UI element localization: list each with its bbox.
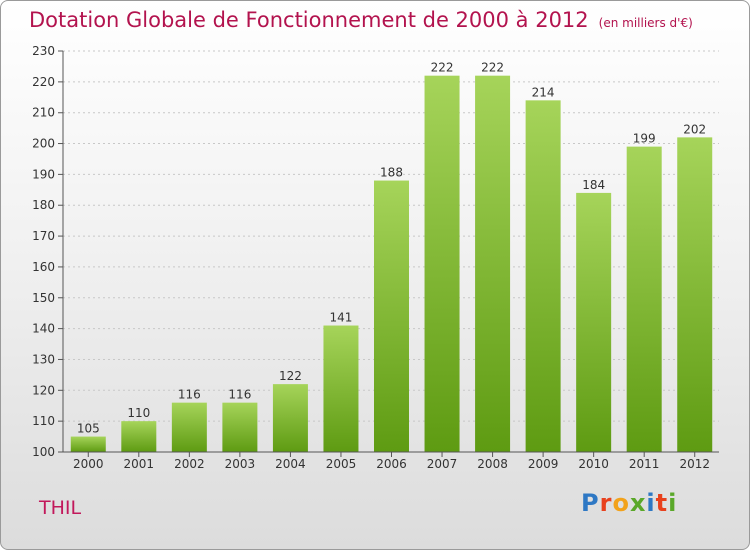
bar-value-label: 184 (582, 178, 605, 192)
bar-value-label: 116 (228, 388, 251, 402)
logo-letter: o (612, 489, 630, 517)
x-tick-label: 2004 (275, 457, 306, 471)
bar (677, 137, 713, 452)
x-tick-label: 2011 (629, 457, 660, 471)
y-tick-label: 170 (32, 229, 55, 243)
y-tick-label: 100 (32, 445, 55, 459)
y-tick-label: 190 (32, 167, 55, 181)
y-tick-label: 180 (32, 198, 55, 212)
x-tick-label: 2005 (326, 457, 357, 471)
x-tick-label: 2010 (578, 457, 609, 471)
bar-value-label: 122 (279, 369, 302, 383)
bar (171, 402, 207, 452)
logo-letter: r (599, 489, 613, 517)
chart-title: Dotation Globale de Fonctionnement de 20… (29, 8, 693, 32)
y-tick-label: 120 (32, 383, 55, 397)
x-tick-label: 2008 (477, 457, 508, 471)
y-axis: 100 110 120 130 140 150 160 170 180 190 200 210 220 2… (32, 44, 64, 459)
bar (576, 192, 612, 452)
bar (222, 402, 258, 452)
logo-letter: x (629, 489, 647, 517)
bar (626, 146, 662, 452)
bars: 105 110 116 116 122 141 188 222 222 214 184 199 202 (70, 61, 713, 453)
y-tick-label: 230 (32, 44, 55, 58)
x-tick-label: 2012 (679, 457, 710, 471)
x-tick-label: 2007 (427, 457, 458, 471)
logo-letter: t (655, 489, 669, 517)
y-tick-label: 110 (32, 414, 55, 428)
bar-value-label: 222 (481, 61, 504, 75)
x-tick-label: 2002 (174, 457, 205, 471)
y-tick-label: 150 (32, 291, 55, 305)
bar-value-label: 222 (431, 61, 454, 75)
bar-value-label: 110 (127, 406, 150, 420)
bar (70, 436, 106, 452)
x-tick-label: 2000 (73, 457, 104, 471)
bar (424, 75, 460, 452)
y-tick-label: 130 (32, 352, 55, 366)
y-tick-label: 220 (32, 75, 55, 89)
x-tick-label: 2003 (225, 457, 256, 471)
proxiti-logo: Proxiti (581, 489, 677, 517)
x-tick-label: 2006 (376, 457, 407, 471)
bar (525, 100, 561, 452)
bar-value-label: 116 (178, 388, 201, 402)
y-tick-label: 160 (32, 260, 55, 274)
x-tick-label: 2009 (528, 457, 559, 471)
logo-letter: i (668, 489, 678, 517)
x-axis: 2000 2001 2002 2003 2004 2005 2006 2007 2008 2009… (63, 451, 719, 471)
logo-letter: i (646, 489, 656, 517)
bar (374, 180, 409, 453)
bar-value-label: 188 (380, 166, 403, 180)
y-tick-label: 200 (32, 137, 55, 151)
logo-letter: P (581, 489, 600, 517)
x-tick-label: 2001 (124, 457, 155, 471)
chart-subtitle: (en milliers d'€) (598, 16, 693, 30)
bar (475, 75, 511, 452)
bar (272, 384, 308, 452)
bar (121, 421, 157, 452)
y-tick-label: 140 (32, 322, 55, 336)
bar-value-label: 141 (330, 311, 353, 325)
bar-value-label: 202 (683, 122, 706, 136)
bar-value-label: 105 (77, 422, 100, 436)
y-tick-label: 210 (32, 106, 55, 120)
bar-value-label: 199 (633, 132, 656, 146)
commune-name: THIL (39, 497, 82, 519)
bar (323, 325, 359, 452)
chart-title-text: Dotation Globale de Fonctionnement de 20… (29, 8, 589, 32)
bar-value-label: 214 (532, 85, 555, 99)
